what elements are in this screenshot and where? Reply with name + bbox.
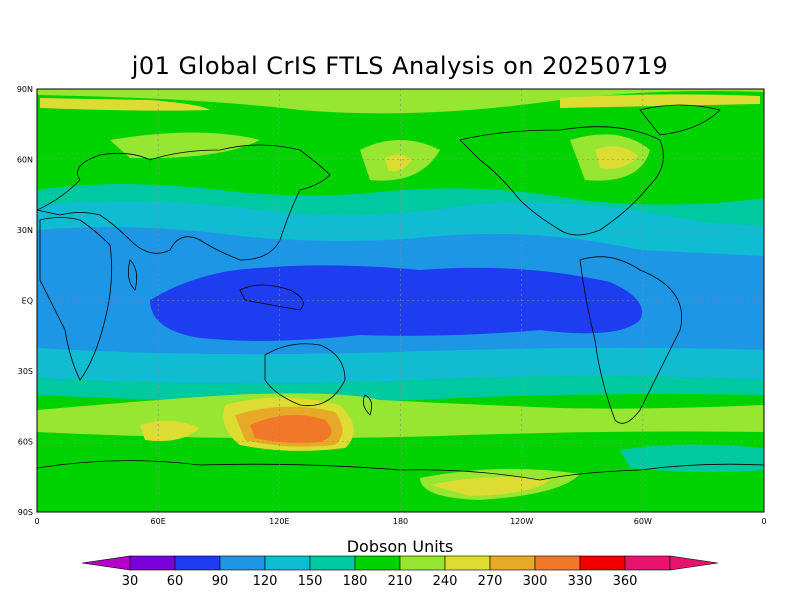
lon-label: 120W	[510, 517, 533, 526]
field-south-orange	[250, 415, 332, 443]
lat-label: 60N	[17, 156, 33, 165]
coastlines	[37, 104, 764, 481]
colorbar-label: 180	[343, 574, 368, 589]
field-arctic-yellow	[40, 98, 210, 111]
lat-label: 90N	[17, 85, 33, 94]
field-arctic-yellow-east	[560, 94, 760, 108]
field-antarctic-yellow	[430, 476, 550, 496]
lat-label: 60S	[18, 438, 33, 447]
colorbar-segment	[444, 555, 491, 571]
colorbar-title: Dobson Units	[347, 537, 454, 556]
lon-label: 60W	[634, 517, 652, 526]
colorbar-segment	[129, 555, 176, 571]
field-south-yellow-west	[140, 420, 200, 442]
colorbar-label: 240	[433, 574, 458, 589]
colorbar-segment	[399, 555, 446, 571]
colorbar-segment	[264, 555, 311, 571]
lon-label: 0	[34, 517, 39, 526]
coast-australia	[264, 343, 346, 407]
lon-label: 180	[393, 517, 408, 526]
colorbar-segment	[219, 555, 266, 571]
colorbar-label: 210	[388, 574, 413, 589]
field-siberia-light	[110, 132, 260, 159]
coast-indonesia	[239, 284, 304, 311]
colorbar-high-arrow	[669, 555, 719, 571]
coast-eurasia	[37, 144, 331, 261]
coast-antarctica	[37, 460, 764, 481]
colorbar-label: 330	[568, 574, 593, 589]
colorbar-label: 300	[523, 574, 548, 589]
colorbar	[81, 555, 719, 571]
field-arctic-light	[37, 89, 764, 114]
colorbar-segment	[489, 555, 536, 571]
colorbar-segment	[354, 555, 401, 571]
coast-north-america	[459, 126, 664, 236]
coast-greenland	[639, 104, 721, 136]
coast-india	[127, 259, 138, 291]
colorbar-segment	[624, 555, 671, 571]
colorbar-label: 150	[298, 574, 323, 589]
lat-label: 90S	[18, 508, 33, 517]
colorbar-segment	[534, 555, 581, 571]
field-canada-yellow	[595, 146, 638, 169]
lat-label: 30N	[17, 226, 33, 235]
longitude-labels: 0 60E 120E 180 120W 60W 0	[34, 517, 766, 526]
colorbar-label: 360	[613, 574, 638, 589]
colorbar-label: 30	[122, 574, 139, 589]
map-title: j01 Global CrIS FTLS Analysis on 2025071…	[131, 52, 669, 80]
coast-africa	[39, 217, 113, 381]
coast-new-zealand	[362, 394, 373, 416]
colorbar-label: 60	[167, 574, 184, 589]
field-south-atlantic-teal	[620, 444, 764, 473]
field-pacific-yellow	[385, 154, 412, 172]
colorbar-segment	[174, 555, 221, 571]
lon-label: 60E	[151, 517, 166, 526]
lat-label: EQ	[22, 297, 33, 306]
colorbar-label: 120	[253, 574, 278, 589]
colorbar-segment	[579, 555, 626, 571]
gridlines	[37, 89, 764, 512]
lon-label: 0	[761, 517, 766, 526]
colorbar-low-arrow	[81, 555, 131, 571]
colorbar-segment	[309, 555, 356, 571]
field-south-teal	[37, 376, 764, 402]
colorbar-label: 90	[212, 574, 229, 589]
map-frame	[36, 88, 765, 513]
lat-label: 30S	[18, 367, 33, 376]
colorbar-labels: 30 60 90 120 150 180 210 240 270 300 330 360	[122, 574, 638, 589]
colorbar-label: 270	[478, 574, 503, 589]
field-tropics-dark-blue	[150, 265, 642, 341]
lon-label: 120E	[269, 517, 289, 526]
coast-south-america	[579, 256, 682, 424]
latitude-labels: 90N 60N 30N EQ 30S 60S 90S	[17, 85, 33, 517]
